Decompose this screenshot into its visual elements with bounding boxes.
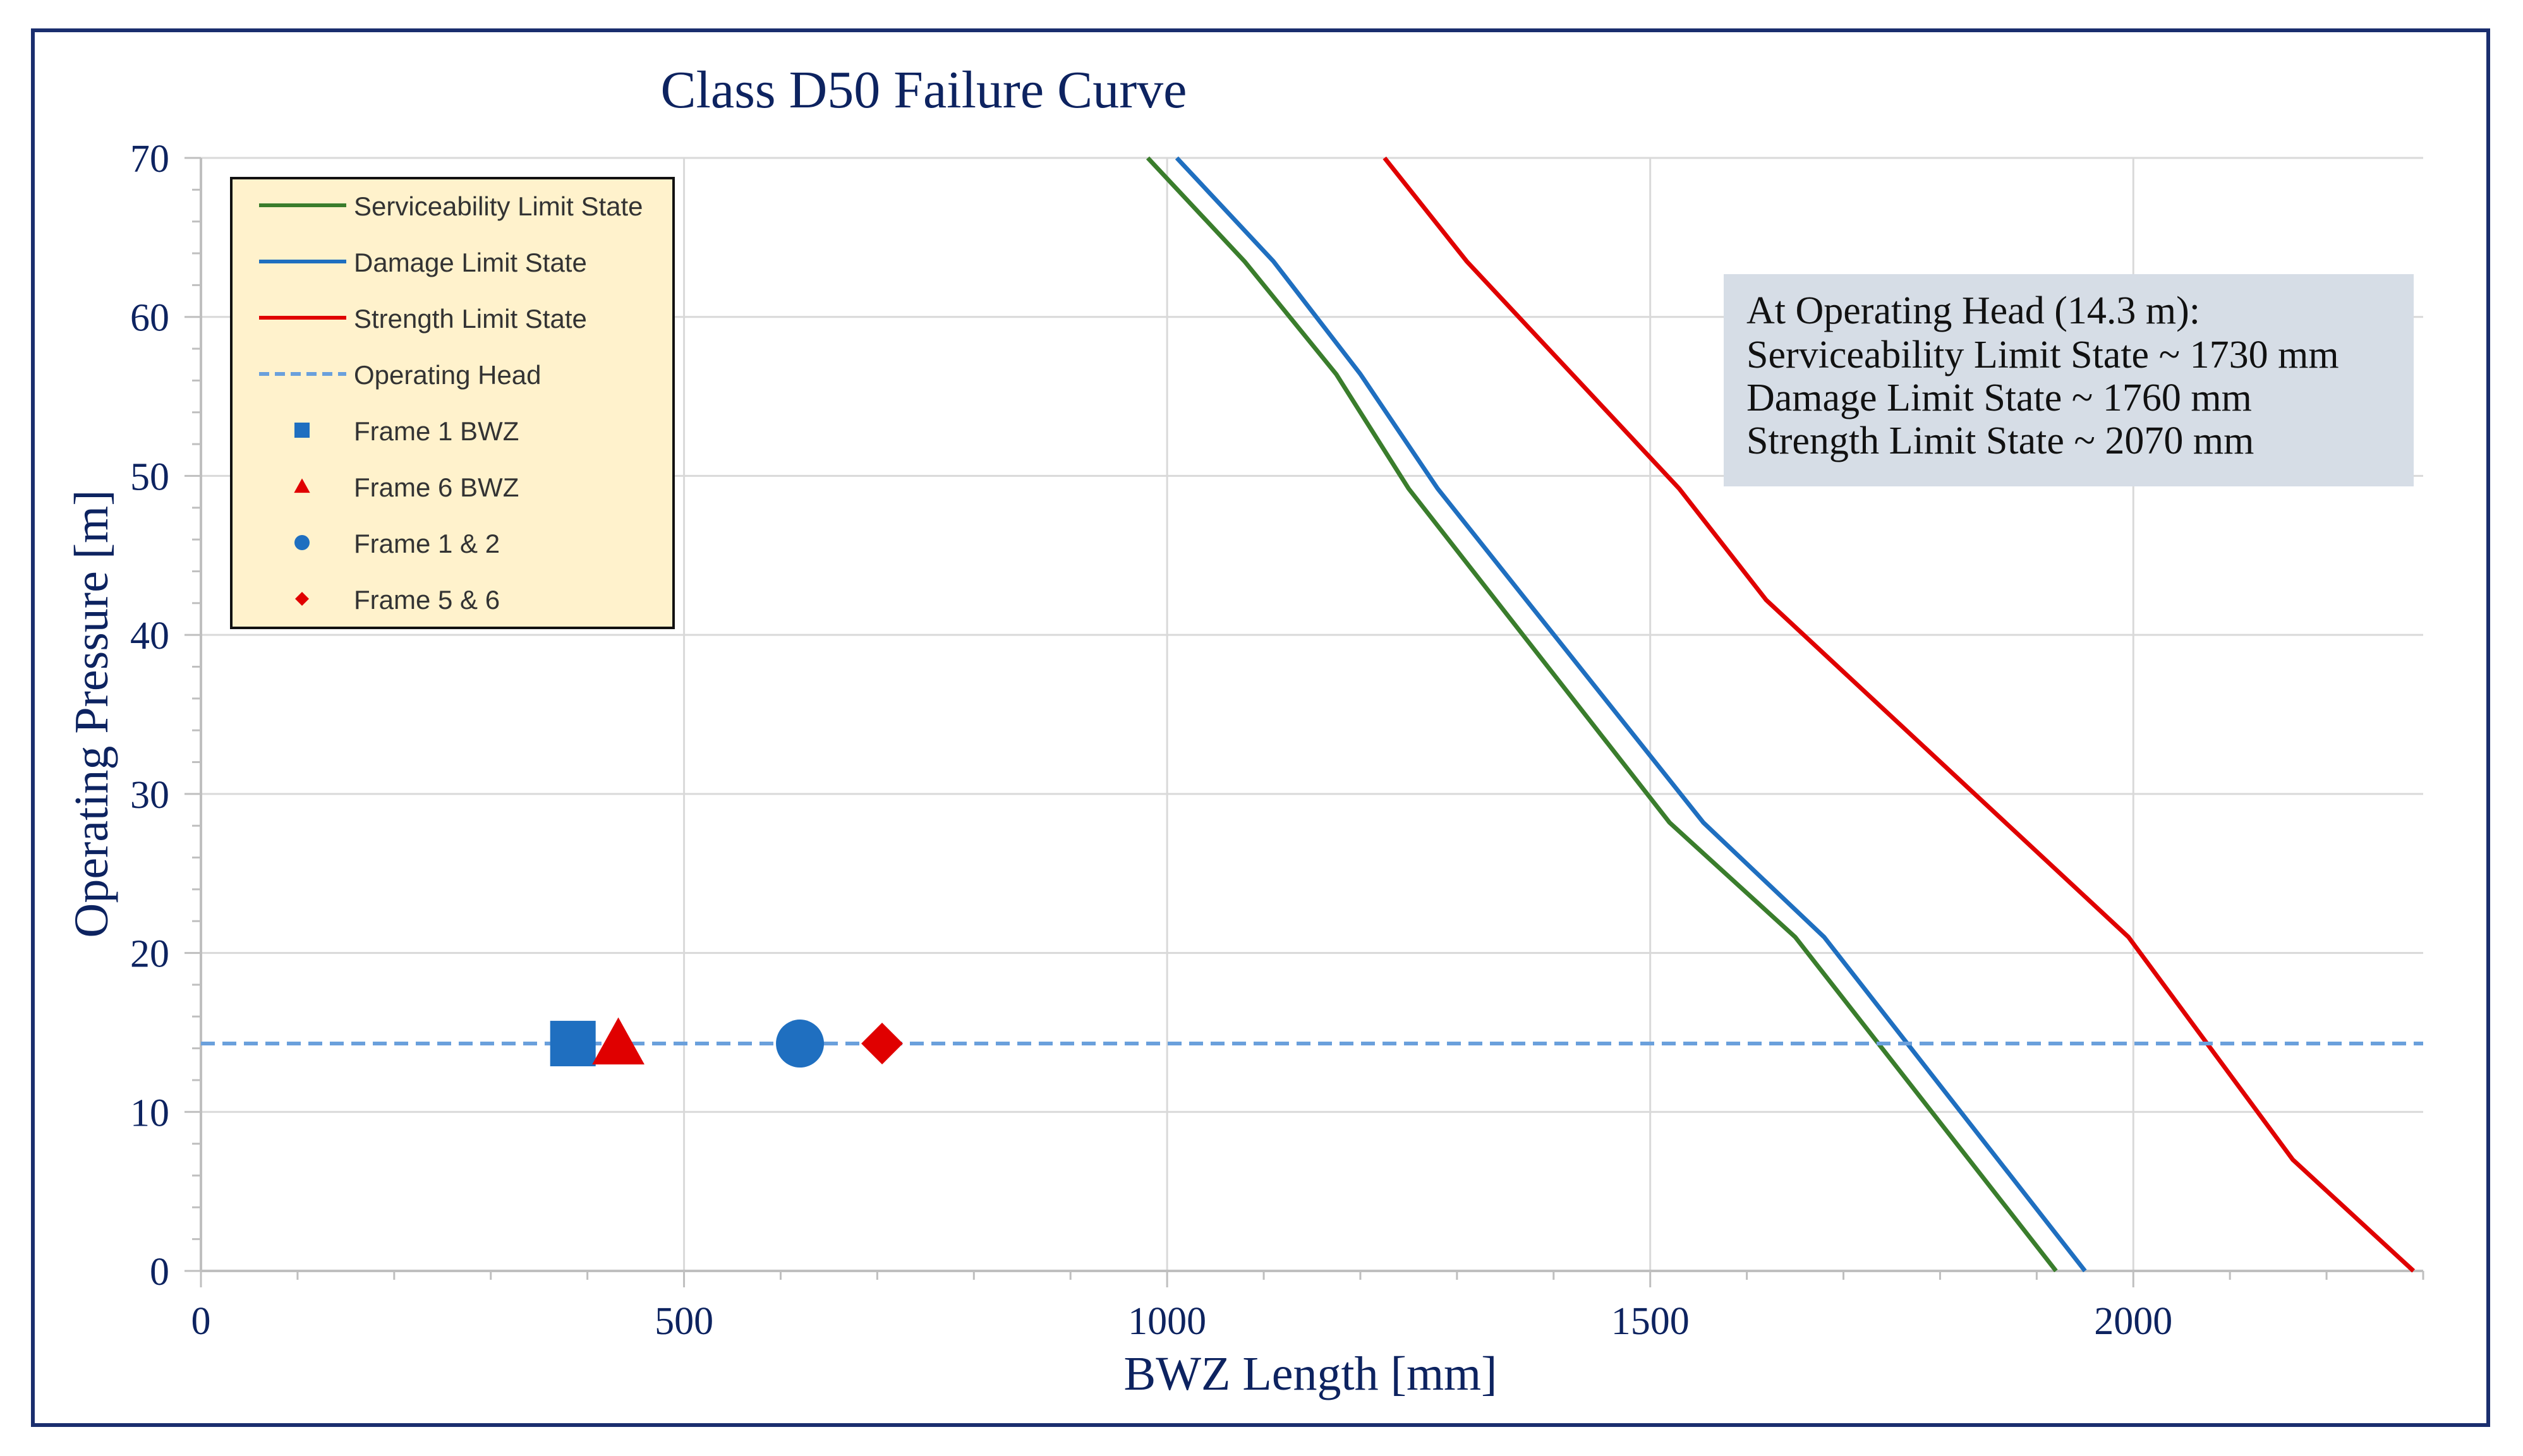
annotation-line-3: Damage Limit State ~ 1760 mm	[1746, 376, 2252, 419]
annotation-line-4: Strength Limit State ~ 2070 mm	[1746, 419, 2254, 462]
legend-label-frame-1-bwz: Frame 1 BWZ	[354, 416, 519, 446]
y-tick-label: 30	[130, 774, 169, 817]
series-line-damage-limit-state	[1175, 156, 2087, 1273]
y-tick-label: 40	[130, 615, 169, 658]
legend: Serviceability Limit State Damage Limit S…	[230, 177, 675, 629]
y-tick-label: 20	[130, 933, 169, 976]
chart-title: Class D50 Failure Curve	[661, 61, 1187, 119]
legend-label-operating-head: Operating Head	[354, 360, 542, 390]
y-tick-label: 0	[150, 1251, 169, 1294]
marker-layer	[550, 1017, 904, 1068]
x-tick-label: 500	[655, 1300, 713, 1343]
x-tick-label: 1000	[1128, 1300, 1206, 1343]
legend-label-frame-6-bwz: Frame 6 BWZ	[354, 472, 519, 502]
legend-label-frame-5-6: Frame 5 & 6	[354, 585, 500, 615]
series-line-strength-limit-state	[1383, 156, 2416, 1273]
legend-label-damage-limit-state: Damage Limit State	[354, 248, 587, 277]
y-tick-label: 10	[130, 1092, 169, 1134]
y-tick-label: 60	[130, 297, 169, 340]
legend-swatch-frame-6-bwz	[294, 478, 310, 493]
legend-swatch-frame-1-2	[294, 535, 310, 550]
data-point-frame-1-2	[776, 1020, 825, 1068]
legend-swatch-frame-1-bwz	[294, 423, 310, 438]
axis-layer: 0 10 20 30 40 50 60 70 0 500 1000 1500 2000	[130, 138, 2424, 1343]
annotation-background	[1724, 274, 2414, 486]
legend-label-frame-1-2: Frame 1 & 2	[354, 529, 500, 558]
data-point-frame-6-bwz	[592, 1017, 644, 1065]
legend-label-strength-limit-state: Strength Limit State	[354, 304, 587, 334]
legend-box	[230, 177, 675, 629]
x-tick-label: 2000	[2094, 1300, 2172, 1343]
y-tick-label: 50	[130, 455, 169, 498]
y-tick-label: 70	[130, 138, 169, 181]
data-point-frame-5-6	[861, 1023, 904, 1065]
x-tick-label: 1500	[1611, 1300, 1690, 1343]
annotation-line-2: Serviceability Limit State ~ 1730 mm	[1746, 334, 2339, 376]
x-axis-label: BWZ Length [mm]	[1124, 1347, 1497, 1400]
annotation-box: At Operating Head (14.3 m): Serviceabili…	[1724, 274, 2414, 486]
data-point-frame-1-bwz	[550, 1021, 596, 1067]
legend-items: Serviceability Limit State Damage Limit S…	[259, 191, 643, 615]
annotation-line-1: At Operating Head (14.3 m):	[1746, 289, 2200, 332]
legend-swatch-frame-5-6	[295, 592, 309, 606]
y-axis-label: Operating Pressure [m]	[65, 490, 118, 937]
series-line-serviceability-limit-state	[1146, 156, 2058, 1273]
legend-label-serviceability-limit-state: Serviceability Limit State	[354, 191, 643, 221]
x-tick-label: 0	[191, 1300, 211, 1343]
